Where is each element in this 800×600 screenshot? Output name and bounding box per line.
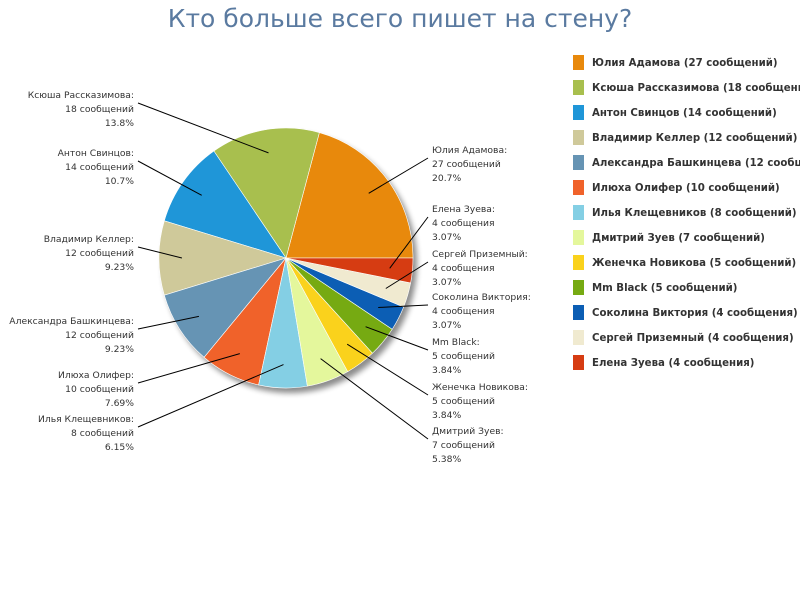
slice-label-ксюша-рассказимова-name: Ксюша Рассказимова: <box>28 90 134 101</box>
slice-label-женечка-новикова-count: 5 сообщений <box>432 396 495 407</box>
slice-label-женечка-новикова-percent: 3.84% <box>432 410 461 421</box>
slice-label-владимир-келлер-percent: 9.23% <box>105 262 134 273</box>
slice-label-владимир-келлер-name: Владимир Келлер: <box>44 234 134 245</box>
legend-entry-елена-зуева: Елена Зуева (4 сообщения) <box>592 357 754 369</box>
pie-slice-ксюша-рассказимова[interactable] <box>213 127 320 259</box>
leader-line-илья-клещевников <box>137 364 284 428</box>
slice-label-антон-свинцов-percent: 10.7% <box>105 176 134 187</box>
slice-label-mm-black-name: Mm Black: <box>432 337 480 348</box>
slice-label-сергей-приземный-count: 4 сообщения <box>432 263 495 274</box>
leader-line-илюха-олифер <box>137 353 240 384</box>
leader-lines <box>137 102 429 440</box>
legend-entry-антон-свинцов: Антон Свинцов (14 сообщений) <box>592 107 777 119</box>
legend-entry-соколина-виктория: Соколина Виктория (4 сообщения) <box>592 307 798 319</box>
legend-swatch-елена-зуева <box>573 355 584 370</box>
pie-slice-антон-свинцов[interactable] <box>163 150 287 259</box>
legend-swatch-антон-свинцов <box>573 105 584 120</box>
pie-slice-юлия-адамова[interactable] <box>285 132 414 259</box>
slice-label-илюха-олифер-percent: 7.69% <box>105 398 134 409</box>
legend-entry-mm-black: Mm Black (5 сообщений) <box>592 282 737 294</box>
slice-label-дмитрий-зуев-count: 7 сообщений <box>432 440 495 451</box>
leader-line-александра-башкинцева <box>137 315 200 330</box>
legend-swatch-ксюша-рассказимова <box>573 80 584 95</box>
slice-label-сергей-приземный-name: Сергей Приземный: <box>432 249 528 260</box>
slice-label-дмитрий-зуев-name: Дмитрий Зуев: <box>432 426 504 437</box>
slice-label-илья-клещевников-percent: 6.15% <box>105 442 134 453</box>
slice-label-дмитрий-зуев-percent: 5.38% <box>432 454 461 465</box>
slice-label-mm-black-percent: 3.84% <box>432 365 461 376</box>
slice-label-владимир-келлер-count: 12 сообщений <box>65 248 134 259</box>
slice-label-илья-клещевников-name: Илья Клещевников: <box>38 414 134 425</box>
slice-label-илюха-олифер-count: 10 сообщений <box>65 384 134 395</box>
slice-label-антон-свинцов-name: Антон Свинцов: <box>58 148 134 159</box>
legend-swatch-александра-башкинцева <box>573 155 584 170</box>
slice-label-елена-зуева-count: 4 сообщения <box>432 218 495 229</box>
legend-entry-женечка-новикова: Женечка Новикова (5 сообщений) <box>592 257 796 269</box>
leader-line-елена-зуева <box>389 216 429 269</box>
legend-swatch-илюха-олифер <box>573 180 584 195</box>
slice-label-ксюша-рассказимова-count: 18 сообщений <box>65 104 134 115</box>
leader-line-дмитрий-зуев <box>320 358 429 440</box>
slice-label-юлия-адамова-percent: 20.7% <box>432 173 461 184</box>
slice-label-юлия-адамова-name: Юлия Адамова: <box>432 145 507 156</box>
slice-label-mm-black-count: 5 сообщений <box>432 351 495 362</box>
leader-line-сергей-приземный <box>385 261 429 289</box>
slice-label-юлия-адамова-count: 27 сообщений <box>432 159 501 170</box>
pie-slices <box>158 127 417 393</box>
slice-label-ксюша-рассказимова-percent: 13.8% <box>105 118 134 129</box>
legend-entry-ксюша-рассказимова: Ксюша Рассказимова (18 сообщений) <box>592 82 800 94</box>
legend-swatch-илья-клещевников <box>573 205 584 220</box>
slice-label-александра-башкинцева-name: Александра Башкинцева: <box>9 316 134 327</box>
slice-label-елена-зуева-percent: 3.07% <box>432 232 461 243</box>
legend-swatch-юлия-адамова <box>573 55 584 70</box>
slice-labels: Юлия Адамова: 27 сообщений 20.7% Ксюша Расс… <box>9 90 531 465</box>
legend-swatch-владимир-келлер <box>573 130 584 145</box>
legend: Юлия Адамова (27 сообщений) Ксюша Рассказ… <box>573 55 800 370</box>
legend-swatch-женечка-новикова <box>573 255 584 270</box>
leader-line-женечка-новикова <box>346 343 429 396</box>
chart-title: Кто больше всего пишет на стену? <box>167 4 633 33</box>
slice-label-елена-зуева-name: Елена Зуева: <box>432 204 495 215</box>
pie-slice-елена-зуева[interactable] <box>285 257 414 284</box>
legend-swatch-mm-black <box>573 280 584 295</box>
slice-label-илья-клещевников-count: 8 сообщений <box>71 428 134 439</box>
legend-entry-илюха-олифер: Илюха Олифер (10 сообщений) <box>592 182 780 194</box>
slice-label-сергей-приземный-percent: 3.07% <box>432 277 461 288</box>
slice-label-соколина-виктория-percent: 3.07% <box>432 320 461 331</box>
legend-swatch-соколина-виктория <box>573 305 584 320</box>
leader-line-антон-свинцов <box>137 160 202 196</box>
legend-entry-владимир-келлер: Владимир Келлер (12 сообщений) <box>592 132 797 144</box>
legend-swatch-дмитрий-зуев <box>573 230 584 245</box>
legend-entry-юлия-адамова: Юлия Адамова (27 сообщений) <box>592 57 778 69</box>
slice-label-антон-свинцов-count: 14 сообщений <box>65 162 134 173</box>
leader-line-ксюша-рассказимова <box>137 102 269 154</box>
slice-label-соколина-виктория-name: Соколина Виктория: <box>432 292 531 303</box>
slice-label-илюха-олифер-name: Илюха Олифер: <box>58 370 134 381</box>
legend-entry-сергей-приземный: Сергей Приземный (4 сообщения) <box>592 332 794 344</box>
legend-entry-илья-клещевников: Илья Клещевников (8 сообщений) <box>592 207 797 219</box>
legend-entry-дмитрий-зуев: Дмитрий Зуев (7 сообщений) <box>592 232 765 244</box>
slice-label-александра-башкинцева-count: 12 сообщений <box>65 330 134 341</box>
leader-line-владимир-келлер <box>137 246 183 259</box>
leader-line-соколина-виктория <box>378 304 429 308</box>
slice-label-александра-башкинцева-percent: 9.23% <box>105 344 134 355</box>
slice-label-соколина-виктория-count: 4 сообщения <box>432 306 495 317</box>
leader-line-юлия-адамова <box>368 157 429 194</box>
legend-entry-александра-башкинцева: Александра Башкинцева (12 сообщений) <box>592 157 800 169</box>
legend-swatch-сергей-приземный <box>573 330 584 345</box>
slice-label-женечка-новикова-name: Женечка Новикова: <box>432 382 528 393</box>
leader-line-mm-black <box>365 326 429 351</box>
